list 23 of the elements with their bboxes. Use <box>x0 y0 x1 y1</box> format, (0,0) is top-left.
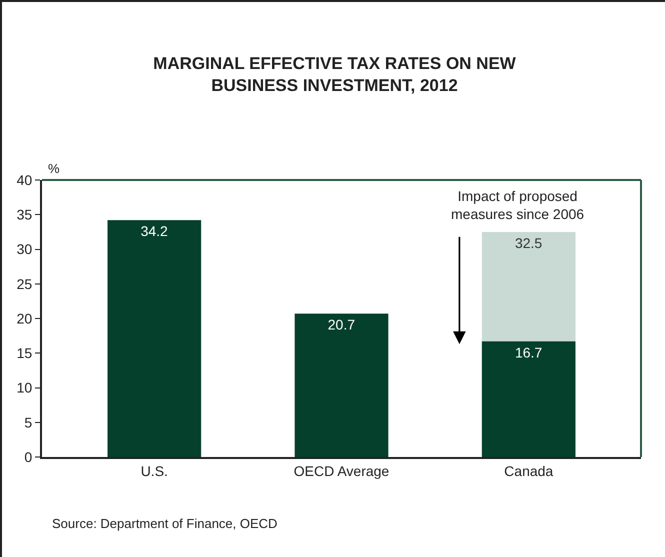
x-tick-label: Canada <box>504 462 554 479</box>
y-axis-title: % <box>48 161 60 176</box>
data-label: 20.7 <box>328 316 356 333</box>
y-tick-label: 0 <box>24 448 32 465</box>
y-tick-label: 35 <box>16 206 32 223</box>
annotation: Impact of proposed measures since 2006 <box>451 188 584 222</box>
y-tick-label: 5 <box>24 414 32 430</box>
data-label: 34.2 <box>140 223 168 240</box>
bar <box>482 341 576 457</box>
y-tick-label: 30 <box>16 241 32 258</box>
x-tick-label: OECD Average <box>294 462 390 479</box>
data-label: 16.7 <box>514 344 542 360</box>
bar <box>294 314 388 457</box>
y-tick-label: 20 <box>16 310 32 326</box>
data-label: 32.5 <box>514 234 542 251</box>
y-tick-label: 10 <box>16 380 32 396</box>
bar <box>108 220 202 457</box>
y-tick-label: 40 <box>16 172 32 188</box>
source-note: Source: Department of Finance, OECD <box>52 516 278 531</box>
y-tick-label: 25 <box>16 276 32 292</box>
x-tick-label: U.S. <box>140 462 168 479</box>
chart-title: MARGINAL EFFECTIVE TAX RATES ON NEW BUSINESS INVESTMENT, 2012 <box>153 54 517 95</box>
y-tick-label: 15 <box>16 345 32 362</box>
